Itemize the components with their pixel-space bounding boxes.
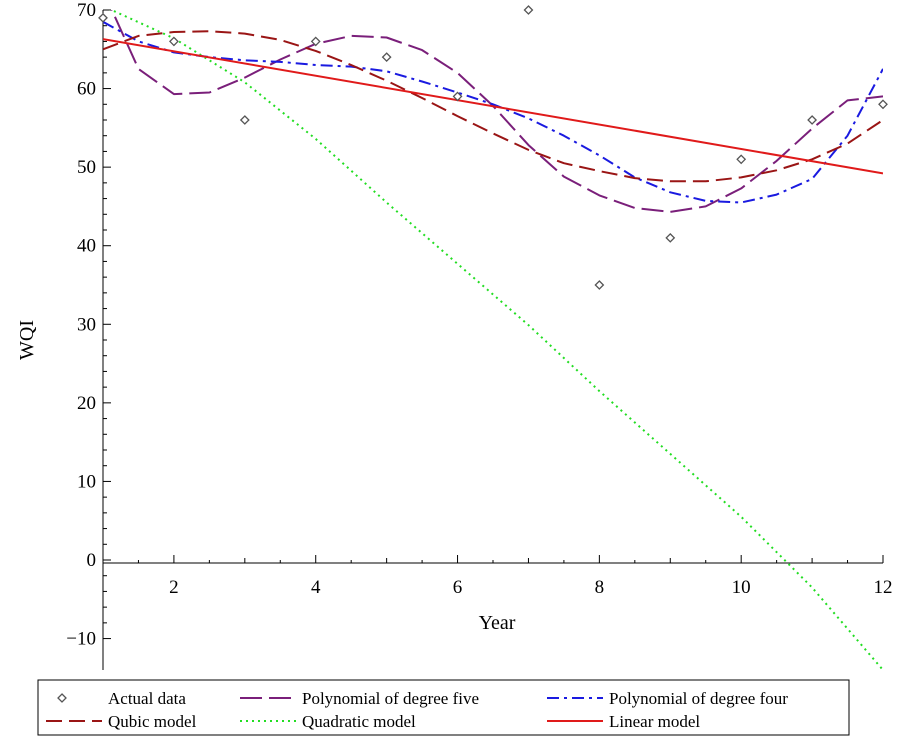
data-point <box>665 232 676 243</box>
data-points <box>98 5 888 290</box>
y-tick-label: 10 <box>77 471 96 492</box>
y-tick-label: 0 <box>87 550 97 571</box>
y-tick-label: 70 <box>77 0 96 21</box>
x-tick-label: 4 <box>311 577 321 598</box>
y-tick-label: 50 <box>77 157 96 178</box>
data-point <box>594 280 605 290</box>
data-point <box>381 52 392 63</box>
y-tick-label: −10 <box>66 629 96 650</box>
x-tick-label: 10 <box>732 577 751 598</box>
legend-entry-linear-model: Linear model <box>547 712 700 731</box>
x-axis: 2 4 6 8 10 12 <box>102 555 893 598</box>
x-tick-label: 8 <box>595 577 605 598</box>
y-axis: −10 0 10 20 30 40 50 60 70 <box>66 0 111 670</box>
legend-label: Polynomial of degree four <box>609 689 788 708</box>
x-tick-label: 2 <box>169 577 179 598</box>
series-line-linear-model <box>103 38 883 175</box>
legend-label: Qubic model <box>108 712 197 731</box>
series-line-polynomial-of-degree-four <box>103 20 883 204</box>
legend-entry-quadratic-model: Quadratic model <box>240 712 416 731</box>
legend-swatch <box>57 693 67 703</box>
series-layer <box>103 10 883 670</box>
data-point <box>452 91 463 102</box>
x-tick-label: 6 <box>453 577 463 598</box>
legend-label: Quadratic model <box>302 712 416 731</box>
y-tick-label: 20 <box>77 393 96 414</box>
legend-entry-qubic-model: Qubic model <box>46 712 197 731</box>
data-point <box>98 12 108 23</box>
x-tick-label: 12 <box>874 577 893 598</box>
data-point <box>523 5 534 15</box>
data-point <box>736 154 747 165</box>
legend-label: Actual data <box>108 689 186 708</box>
series-line-qubic-model <box>103 30 883 183</box>
legend-label: Polynomial of degree five <box>302 689 479 708</box>
y-tick-label: 60 <box>77 79 96 100</box>
y-tick-label: 30 <box>77 314 96 335</box>
series-line-quadratic-model <box>109 10 883 670</box>
legend-entry-actual-data: Actual data <box>57 689 186 708</box>
legend-label: Linear model <box>609 712 700 731</box>
legend-entry-polynomial-of-degree-four: Polynomial of degree four <box>547 689 788 708</box>
data-point <box>878 99 888 110</box>
data-point <box>239 115 250 125</box>
legend-entry-polynomial-of-degree-five: Polynomial of degree five <box>240 689 479 708</box>
y-tick-label: 40 <box>77 236 96 257</box>
legend-frame <box>37 679 850 736</box>
legend: Actual data Polynomial of degree five Poly… <box>37 679 850 736</box>
data-point <box>168 36 179 47</box>
y-axis-title: WQI <box>16 320 38 360</box>
data-point <box>310 36 321 47</box>
data-point <box>807 115 818 125</box>
x-axis-title: Year <box>479 612 516 634</box>
